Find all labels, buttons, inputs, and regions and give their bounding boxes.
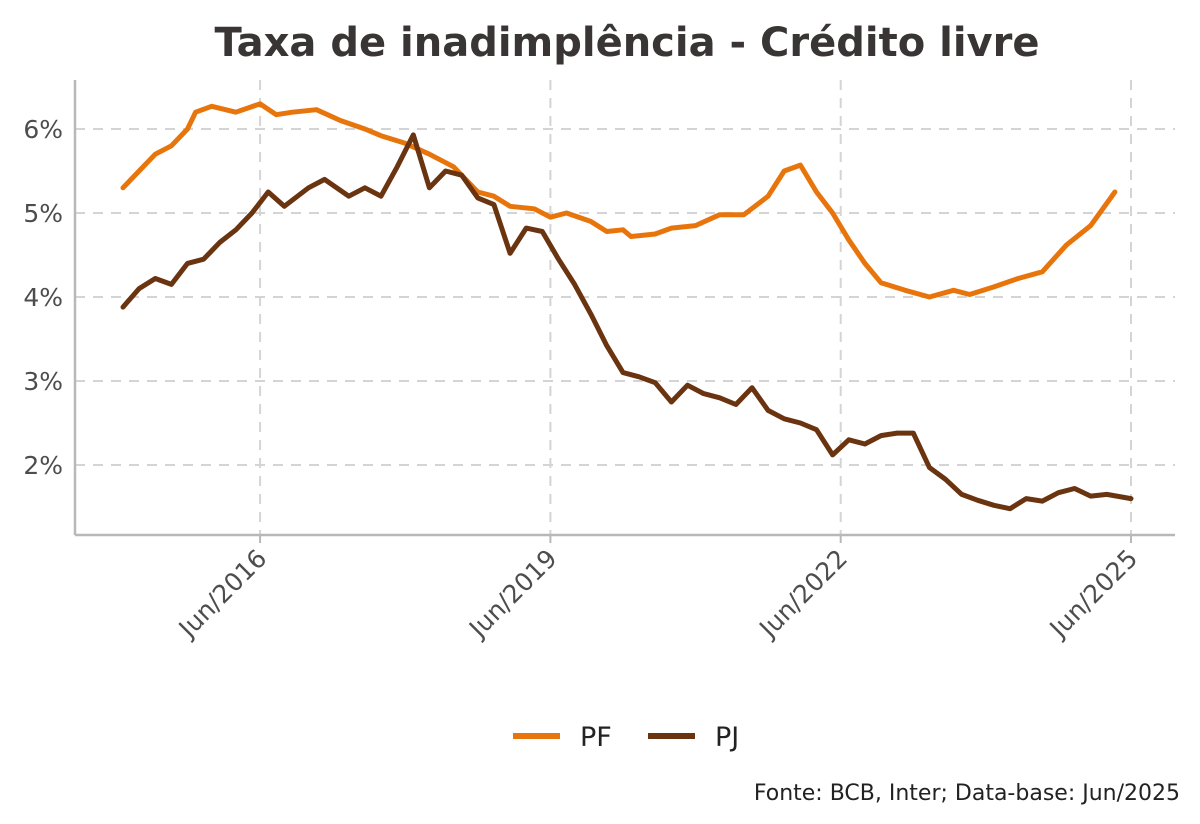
x-tick-label: Jun/2016: [172, 544, 272, 644]
series-layer: [120, 101, 1134, 512]
y-tick-label: 6%: [23, 115, 63, 144]
axis-layer: 2% 3% 4% 5% 6% Jun/2016 Jun/2019 Jun/2022 Jun/20…: [23, 80, 1175, 644]
y-tick-label: 2%: [23, 451, 63, 480]
y-tick-label: 3%: [23, 367, 63, 396]
legend-label-pj: PJ: [715, 722, 739, 753]
legend: PF PJ: [513, 722, 739, 753]
x-tick-label: Jun/2022: [752, 544, 852, 644]
y-tick-label: 5%: [23, 199, 63, 228]
y-tick-label: 4%: [23, 283, 63, 312]
series-line-pf: [120, 101, 1118, 300]
x-tick-label: Jun/2019: [462, 544, 562, 644]
chart-caption: Fonte: BCB, Inter; Data-base: Jun/2025: [754, 781, 1180, 806]
grid-layer: [75, 80, 1175, 535]
chart-title: Taxa de inadimplência - Crédito livre: [215, 20, 1040, 66]
series-line-pj: [120, 132, 1134, 512]
legend-label-pf: PF: [580, 722, 612, 753]
x-tick-label: Jun/2025: [1043, 544, 1143, 644]
